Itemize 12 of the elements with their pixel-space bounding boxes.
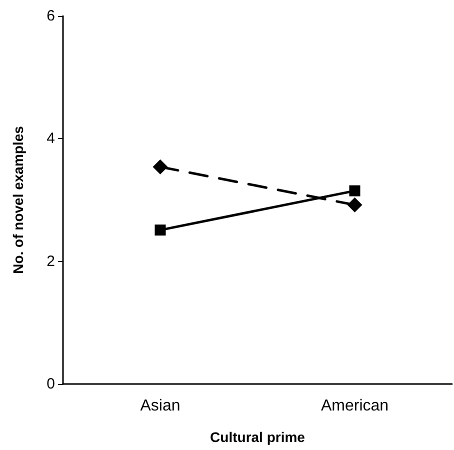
x-tick-label: Asian — [140, 398, 180, 414]
y-tick-label: 6 — [46, 8, 55, 24]
y-tick-label: 0 — [46, 376, 55, 392]
x-tick-label: American — [320, 398, 389, 414]
point — [349, 185, 360, 196]
x-axis-title: Cultural prime — [210, 429, 306, 445]
point — [152, 159, 168, 174]
point — [347, 197, 362, 212]
y-tick-label: 4 — [46, 130, 55, 148]
point — [154, 224, 166, 236]
y-axis-title: No. of novel examples — [10, 126, 26, 274]
y-tick-label: 2 — [46, 252, 55, 270]
